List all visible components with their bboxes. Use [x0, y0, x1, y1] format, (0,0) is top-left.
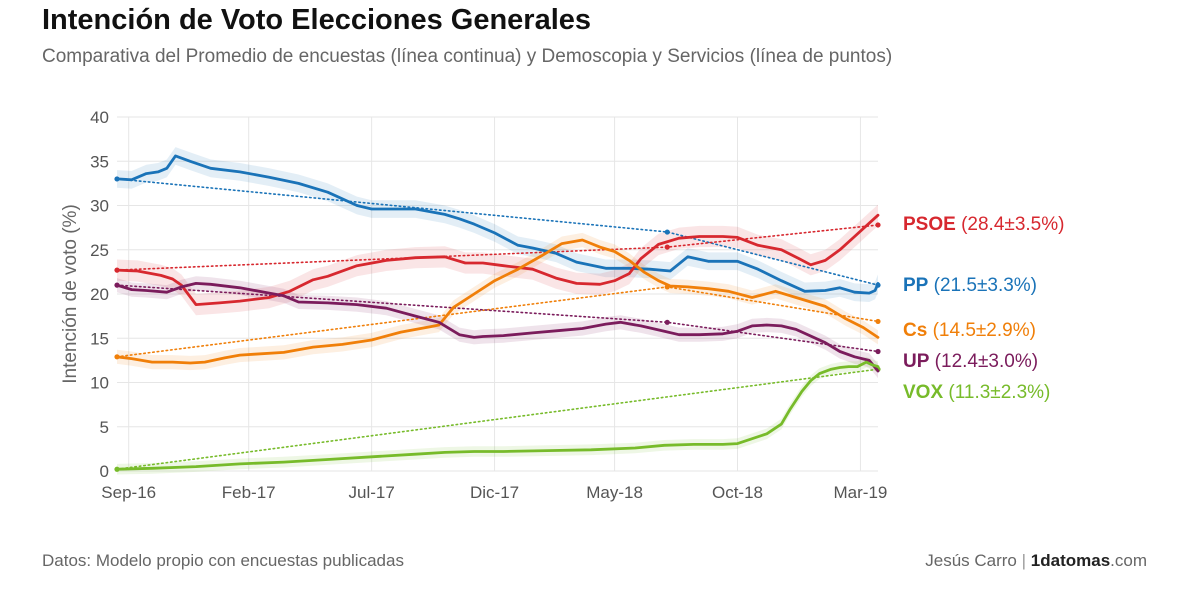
series-line-cs: [115, 238, 880, 365]
series-labels: PP (21.5±3.3%) PSOE (28.4±3.5%) Cs (14.5±2…: [903, 214, 1064, 403]
x-tick-label: May-18: [586, 483, 643, 502]
series-label-vox: VOX (11.3±2.3%): [903, 382, 1050, 403]
series-lines: [115, 154, 880, 471]
series-name: VOX: [903, 382, 943, 403]
source-note: Datos: Modelo propio con encuestas publi…: [42, 551, 404, 570]
trend-point-psoe: [664, 244, 670, 250]
series-label-psoe: PSOE (28.4±3.5%): [903, 214, 1064, 235]
series-name: PSOE: [903, 214, 956, 235]
trend-point-pp: [664, 229, 670, 235]
chart-title: Intención de Voto Elecciones Generales: [42, 4, 592, 36]
series-value: (11.3±2.3%): [943, 382, 1050, 403]
chart-subtitle: Comparativa del Promedio de encuestas (l…: [42, 46, 893, 67]
trend-point-up: [664, 319, 670, 325]
y-tick-label: 5: [100, 418, 109, 437]
confidence-bands: [117, 147, 878, 475]
band-vox: [117, 356, 878, 475]
trend-point-cs: [875, 318, 881, 325]
series-value: (14.5±2.9%): [927, 320, 1036, 341]
x-tick-label: Feb-17: [222, 483, 276, 502]
y-tick-label: 30: [90, 197, 109, 216]
y-tick-label: 35: [90, 152, 109, 171]
series-line-pp: [115, 154, 880, 295]
x-tick-label: Mar-19: [834, 483, 888, 502]
series-value: (12.4±3.0%): [929, 351, 1038, 372]
y-tick-label: 25: [90, 241, 109, 260]
series-name: PP: [903, 275, 929, 296]
series-label-pp: PP (21.5±3.3%): [903, 275, 1037, 296]
series-label-up: UP (12.4±3.0%): [903, 351, 1038, 372]
brand-name: 1datomas: [1030, 551, 1111, 570]
y-tick-label: 0: [100, 462, 109, 481]
band-psoe: [117, 204, 878, 316]
brand-suffix: .com: [1110, 551, 1147, 570]
y-axis-label: Intención de voto (%): [60, 204, 81, 384]
series-value: (21.5±3.3%): [928, 275, 1037, 296]
trend-line-up: [116, 284, 879, 353]
axis-ticks: 0 5 10 15 20 25 30 35 40 Sep-16 Feb-17 Jul-17 Dic-17…: [60, 108, 887, 502]
band-cs: [117, 232, 878, 371]
series-name: UP: [903, 351, 930, 372]
trend-point-psoe: [875, 222, 881, 228]
author-name: Jesús Carro: [925, 551, 1017, 570]
grid-layer: [117, 116, 878, 472]
trend-lines: [114, 176, 881, 472]
x-tick-label: Jul-17: [348, 483, 394, 502]
trend-line-vox: [116, 368, 879, 470]
y-tick-label: 20: [90, 285, 109, 304]
x-tick-label: Oct-18: [712, 483, 763, 502]
x-tick-label: Sep-16: [101, 483, 156, 502]
series-line-vox: [115, 360, 880, 471]
credit-separator: |: [1021, 551, 1027, 570]
series-label-cs: Cs (14.5±2.9%): [903, 320, 1036, 341]
chart-area: 0 5 10 15 20 25 30 35 40 Sep-16 Feb-17 Jul-17 Dic-17…: [60, 108, 1064, 502]
series-line-psoe: [115, 213, 880, 306]
series-name: Cs: [903, 320, 927, 341]
series-value: (28.4±3.5%): [956, 214, 1065, 235]
x-tick-label: Dic-17: [470, 483, 519, 502]
y-tick-label: 15: [90, 329, 109, 348]
series-line-up: [115, 282, 880, 373]
credit: Jesús Carro | 1datomas.com: [925, 551, 1147, 571]
y-tick-label: 40: [90, 108, 109, 127]
y-tick-label: 10: [90, 374, 109, 393]
trend-point-up: [875, 348, 881, 355]
